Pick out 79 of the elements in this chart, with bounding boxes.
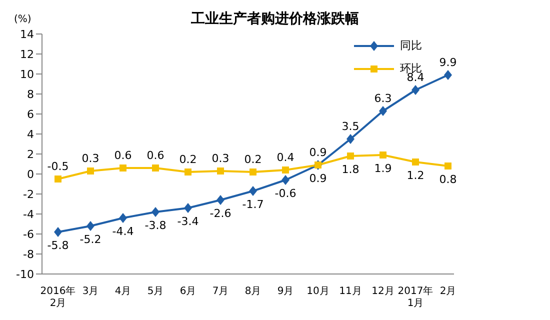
point <box>249 186 257 196</box>
data-label: -2.6 <box>210 207 232 220</box>
point <box>444 70 452 80</box>
y-tick-label: -4 <box>23 208 34 221</box>
point <box>379 106 387 116</box>
legend-label: 同比 <box>400 38 422 53</box>
point <box>54 227 62 237</box>
point <box>282 175 290 185</box>
x-tick-label: 7月 <box>212 286 229 297</box>
data-label: -0.6 <box>274 187 296 200</box>
x-tick-label: 11月 <box>339 286 362 297</box>
y-tick-label: -8 <box>23 248 34 261</box>
data-label: -5.8 <box>47 239 69 252</box>
data-label: 1.8 <box>342 163 360 176</box>
data-label: 1.9 <box>374 162 392 175</box>
point <box>216 195 224 205</box>
data-label: 0.9 <box>309 172 327 185</box>
y-tick-label: 10 <box>20 68 34 81</box>
point <box>184 203 192 213</box>
x-tick-label: 8月 <box>244 286 262 297</box>
data-label: -3.4 <box>177 215 199 228</box>
data-label: -4.4 <box>112 225 134 238</box>
y-axis-title: (%) <box>14 14 32 25</box>
point <box>412 85 420 95</box>
data-label: 0.2 <box>244 153 262 166</box>
data-label: 0.9 <box>309 146 327 159</box>
x-tick-label: 10月 <box>306 286 330 297</box>
y-tick-label: -10 <box>16 268 34 281</box>
point <box>412 158 419 166</box>
x-tick-label: 12月 <box>372 286 394 297</box>
y-tick-label: -2 <box>23 188 34 201</box>
point <box>87 168 94 174</box>
x-tick-label: 4月 <box>114 286 132 297</box>
data-label: 0.4 <box>276 151 294 164</box>
y-tick-label: 12 <box>20 48 34 61</box>
data-label: -3.8 <box>144 219 166 232</box>
data-label: 0.8 <box>439 173 457 186</box>
y-tick-label: 14 <box>20 28 34 41</box>
point <box>120 164 126 172</box>
point <box>380 152 386 158</box>
chart-title: 工业生产者购进价格涨跌幅 <box>191 11 359 27</box>
data-label: 9.9 <box>439 56 457 69</box>
y-tick-label: -6 <box>23 228 34 241</box>
x-tick-label: 6月 <box>180 286 196 297</box>
point <box>346 134 354 144</box>
data-label: -1.7 <box>242 198 264 211</box>
x-tick-label: 2017年 1月 <box>398 285 434 309</box>
data-label: 8.4 <box>406 71 424 84</box>
x-tick-label: 5月 <box>147 286 164 297</box>
y-tick-label: 6 <box>27 108 34 121</box>
point <box>347 152 354 160</box>
point <box>250 168 256 176</box>
data-label: -0.5 <box>47 160 69 173</box>
data-label: 0.2 <box>179 153 197 166</box>
point <box>282 166 289 174</box>
data-label: 0.3 <box>82 152 100 165</box>
data-label: 0.6 <box>146 149 164 162</box>
data-label: 0.3 <box>212 152 230 165</box>
point <box>184 168 192 176</box>
y-tick-label: 4 <box>27 128 34 141</box>
data-label: -5.2 <box>80 233 102 246</box>
x-tick-label: 2月 <box>440 286 456 297</box>
x-tick-label: 3月 <box>82 286 99 297</box>
y-tick-label: 0 <box>27 168 34 181</box>
x-tick-label: 9月 <box>277 286 294 297</box>
point <box>119 213 127 223</box>
point <box>152 207 160 217</box>
point <box>54 176 62 182</box>
point <box>217 168 224 174</box>
point <box>444 162 452 170</box>
data-label: 0.6 <box>114 149 132 162</box>
data-label: 3.5 <box>342 120 360 133</box>
point <box>86 221 94 231</box>
y-tick-label: 2 <box>27 148 34 161</box>
data-label: 6.3 <box>374 92 392 105</box>
x-tick-label: 2016年 2月 <box>40 285 76 309</box>
y-tick-label: 8 <box>27 88 34 101</box>
point <box>152 164 159 172</box>
data-label: 1.2 <box>406 169 424 182</box>
